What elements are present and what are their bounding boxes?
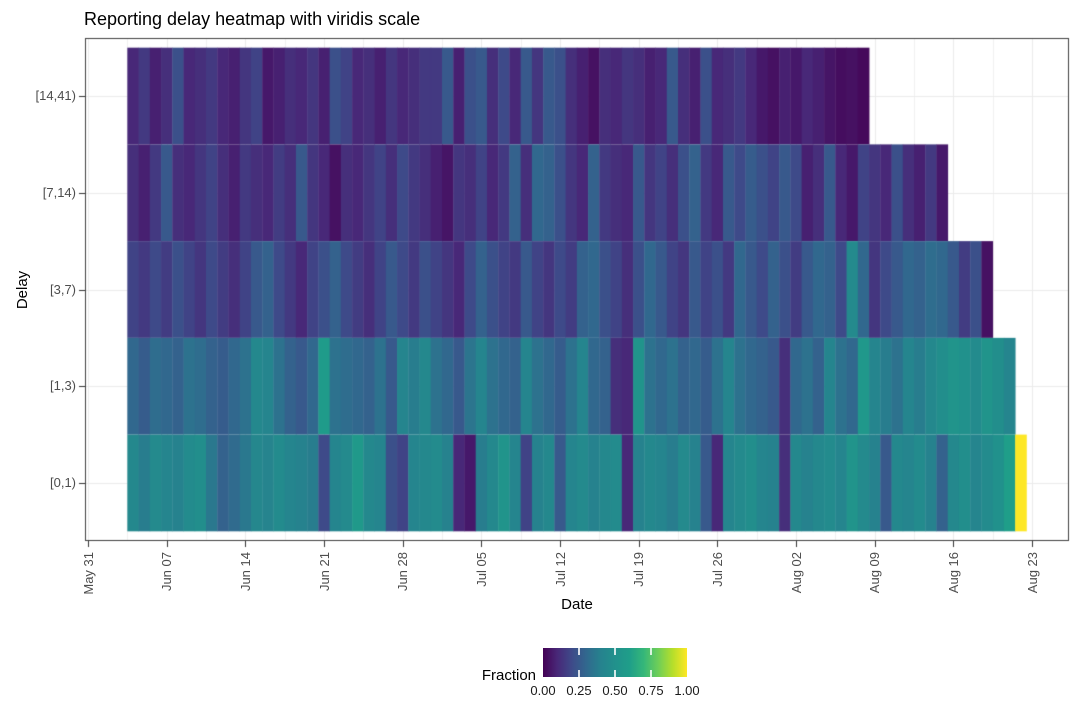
y-axis-label: [7,14): [42, 184, 76, 200]
legend-tick-label: 0.50: [602, 683, 628, 698]
legend-notch: [614, 648, 616, 655]
legend-tick-label: 0.75: [638, 683, 664, 698]
x-axis-label-text: May 31: [80, 552, 96, 595]
x-axis-label-text: Aug 02: [788, 552, 804, 594]
x-axis-label-text: Jul 26: [709, 552, 725, 587]
x-axis-label-text: Aug 23: [1024, 552, 1040, 594]
x-axis-label-text: Aug 09: [867, 552, 883, 594]
y-axis-label: [14,41): [35, 88, 76, 104]
legend-notch: [614, 670, 616, 677]
legend-notch: [650, 648, 652, 655]
x-axis-label-text: Jun 28: [395, 552, 411, 592]
y-axis-title-text: Delay: [14, 270, 31, 310]
x-axis-label-text: Aug 16: [945, 552, 961, 594]
legend-colorbar: [543, 648, 687, 677]
x-axis-label-text: Jul 19: [631, 552, 647, 587]
legend-notch: [578, 648, 580, 655]
x-axis-title: Date: [561, 596, 593, 613]
y-axis-label: [0,1): [49, 474, 76, 490]
chart-title: Reporting delay heatmap with viridis sca…: [84, 9, 421, 29]
legend-tick-label: 0.25: [566, 683, 592, 698]
legend-tick-label: 0.00: [530, 683, 556, 698]
x-axis-label-text: Jul 12: [552, 552, 568, 587]
legend-tick-label: 1.00: [674, 683, 700, 698]
y-axis-label: [1,3): [49, 378, 76, 394]
y-axis-label: [3,7): [49, 281, 76, 297]
x-axis-label-text: Jun 21: [316, 552, 332, 592]
legend-notch: [650, 670, 652, 677]
x-axis-label-text: Jun 07: [159, 552, 175, 592]
x-axis-label-text: Jul 05: [473, 552, 489, 587]
legend-title: Fraction: [481, 667, 536, 684]
legend-notch: [578, 670, 580, 677]
x-axis-label-text: Jun 14: [237, 552, 253, 592]
